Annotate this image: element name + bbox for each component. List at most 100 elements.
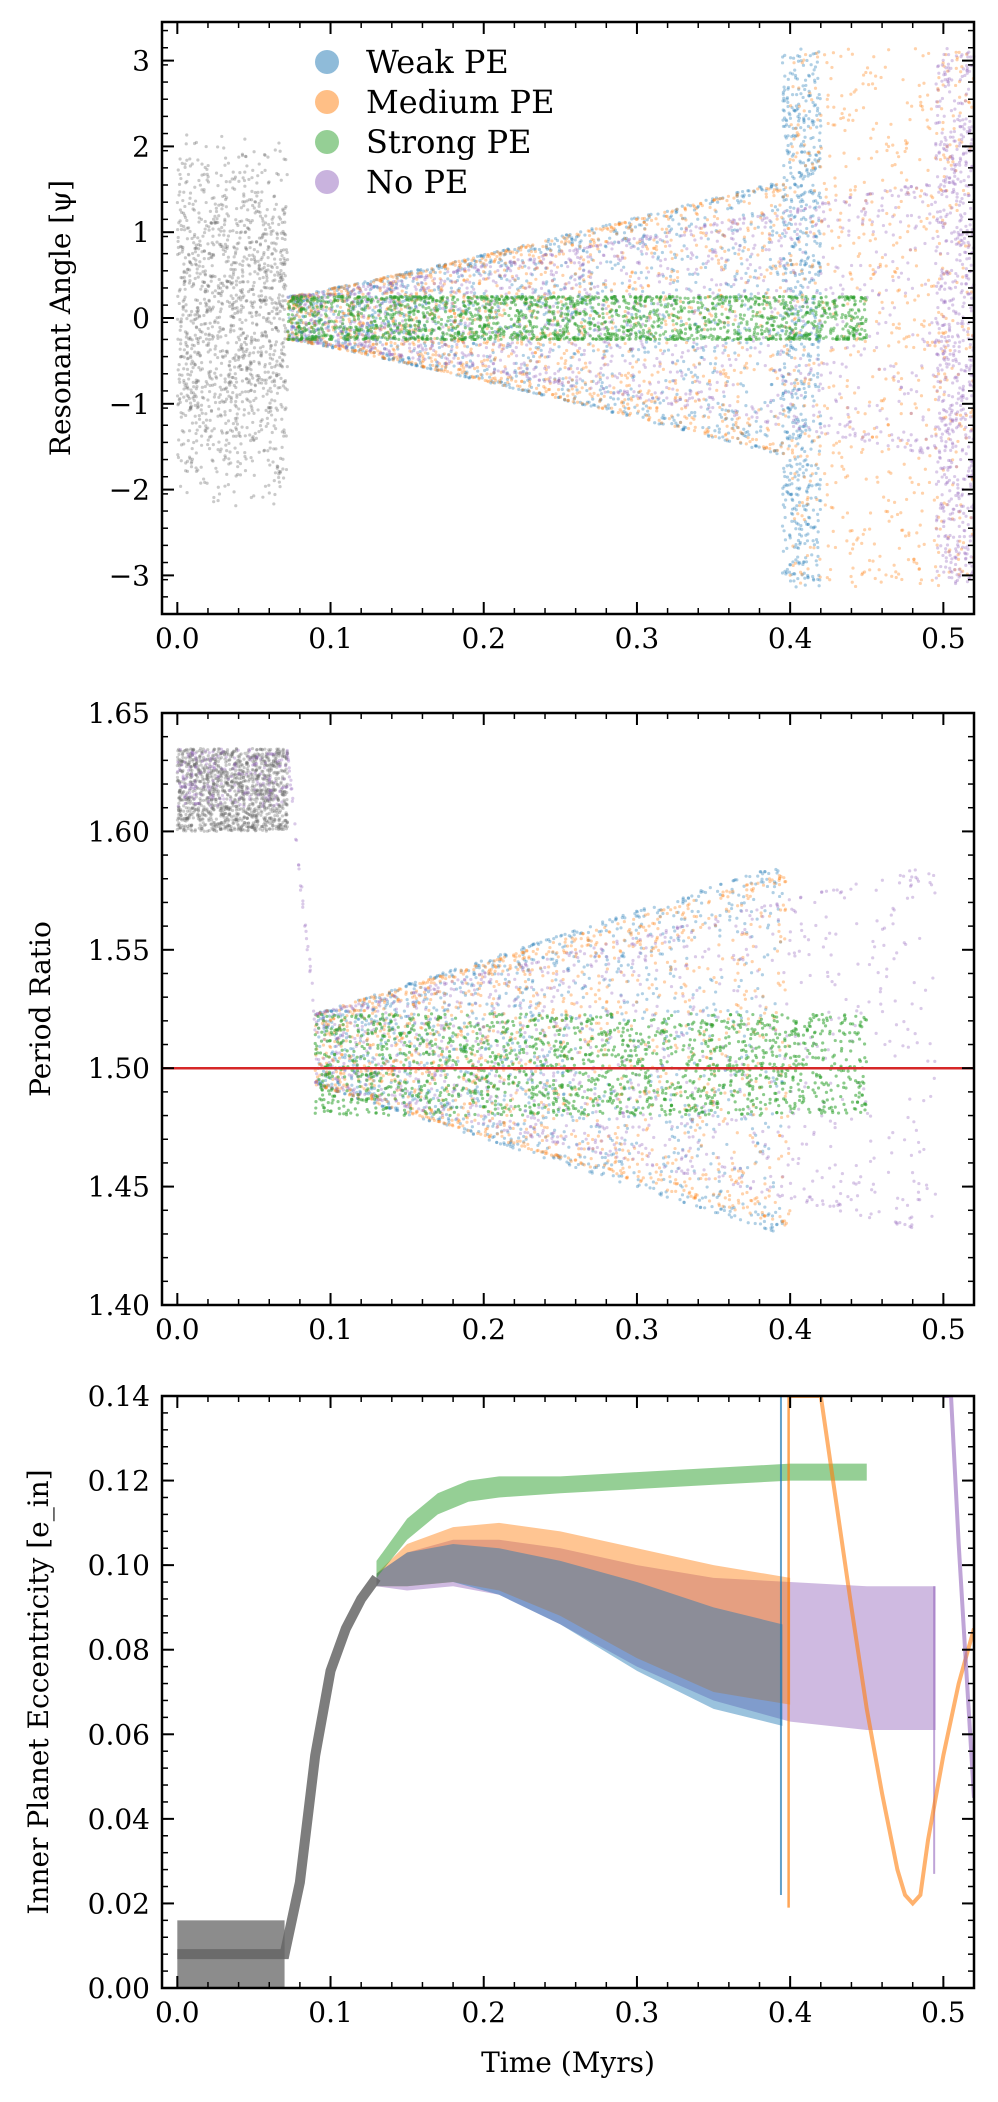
scatter-point (680, 257, 684, 261)
scatter-point (816, 482, 820, 486)
scatter-point (610, 326, 614, 330)
scatter-point (630, 313, 634, 317)
scatter-point (585, 388, 589, 393)
scatter-point (274, 406, 278, 410)
scatter-point (663, 210, 667, 214)
scatter-point (251, 253, 255, 257)
scatter-point (602, 226, 606, 230)
scatter-point (819, 124, 823, 128)
scatter-point (213, 202, 217, 206)
scatter-point (862, 430, 866, 434)
scatter-point (759, 425, 763, 429)
scatter-point (747, 433, 751, 437)
scatter-point (260, 428, 264, 432)
scatter-point (782, 163, 786, 168)
scatter-point (285, 172, 289, 177)
scatter-point (277, 215, 281, 219)
scatter-point (610, 266, 614, 271)
scatter-point (787, 492, 791, 496)
scatter-point (773, 205, 778, 209)
scatter-point (750, 445, 754, 450)
scatter-point (204, 337, 209, 341)
scatter-point (754, 438, 759, 442)
scatter-point (226, 341, 230, 345)
scatter-point (199, 217, 204, 221)
scatter-point (783, 383, 787, 387)
scatter-point (787, 353, 791, 357)
scatter-point (199, 322, 203, 327)
scatter-point (740, 189, 745, 194)
scatter-point (695, 342, 699, 346)
scatter-point (486, 253, 491, 257)
scatter-point (280, 364, 284, 368)
scatter-point (544, 245, 548, 249)
scatter-point (216, 284, 220, 288)
scatter-point (641, 407, 645, 411)
scatter-point (272, 257, 277, 261)
scatter-point (219, 373, 223, 377)
scatter-point (520, 379, 524, 383)
scatter-point (809, 136, 813, 141)
scatter-point (494, 378, 498, 382)
scatter-point (262, 253, 266, 257)
scatter-point (176, 455, 181, 460)
scatter-point (586, 342, 591, 347)
scatter-point (449, 286, 453, 290)
scatter-point (188, 274, 192, 278)
scatter-point (190, 343, 194, 347)
scatter-point (612, 282, 617, 286)
scatter-point (269, 270, 273, 274)
scatter-point (769, 271, 773, 275)
scatter-point (552, 342, 557, 346)
scatter-point (793, 68, 797, 72)
scatter-point (798, 272, 802, 277)
scatter-point (816, 577, 820, 581)
scatter-point (268, 463, 272, 467)
scatter-point (498, 257, 502, 261)
scatter-point (668, 380, 672, 384)
scatter-point (176, 368, 180, 372)
scatter-point (725, 424, 729, 428)
scatter-point (807, 109, 812, 114)
scatter-point (715, 424, 719, 428)
scatter-point (450, 344, 454, 349)
scatter-point (266, 155, 270, 159)
scatter-point (894, 362, 898, 366)
scatter-point (559, 264, 564, 268)
scatter-point (809, 525, 813, 529)
scatter-point (650, 373, 654, 377)
scatter-point (519, 253, 523, 257)
scatter-point (696, 272, 700, 276)
scatter-point (279, 278, 284, 283)
scatter-point (225, 280, 229, 284)
scatter-point (817, 340, 821, 344)
scatter-point (808, 54, 812, 58)
scatter-point (339, 285, 343, 289)
scatter-point (919, 189, 924, 193)
scatter-point (229, 323, 233, 327)
scatter-point (285, 250, 289, 255)
scatter-point (220, 431, 225, 435)
scatter-point (275, 232, 280, 237)
scatter-point (580, 386, 584, 390)
scatter-point (189, 370, 194, 374)
scatter-point (264, 295, 268, 299)
scatter-point (693, 414, 697, 418)
scatter-point (243, 451, 247, 455)
scatter-point (502, 383, 506, 387)
scatter-point (778, 286, 783, 290)
scatter-point (207, 228, 211, 232)
scatter-point (200, 284, 204, 288)
scatter-point (626, 406, 631, 411)
scatter-point (251, 376, 255, 380)
scatter-point (748, 440, 752, 444)
scatter-point (650, 251, 654, 255)
scatter-point (680, 407, 684, 411)
scatter-point (204, 304, 208, 308)
scatter-point (778, 188, 782, 192)
scatter-point (559, 356, 564, 360)
scatter-point (219, 328, 223, 332)
scatter-point (803, 150, 807, 154)
scatter-point (789, 511, 794, 515)
scatter-point (793, 572, 797, 576)
